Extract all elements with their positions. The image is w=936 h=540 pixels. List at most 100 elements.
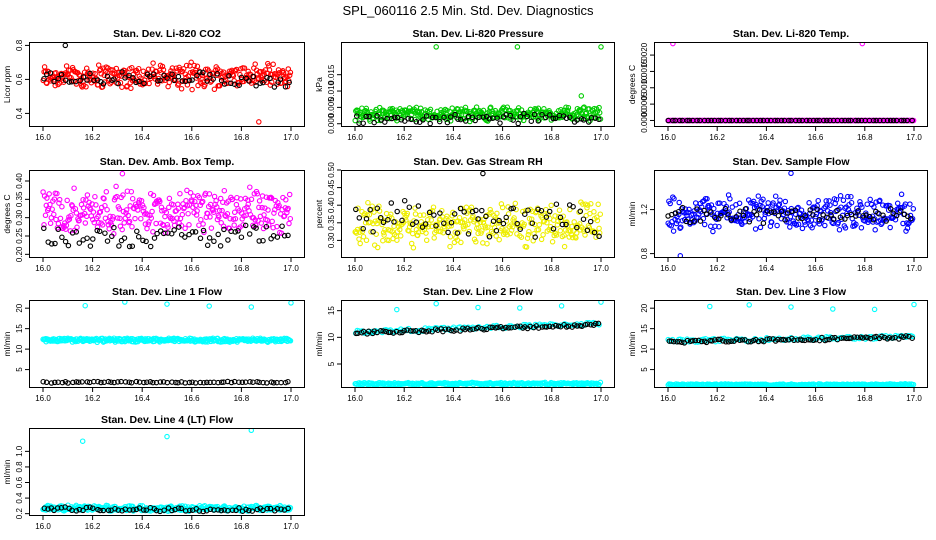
data-point	[367, 219, 373, 225]
data-point	[544, 219, 550, 226]
data-point	[521, 221, 527, 227]
reference-point	[454, 230, 461, 236]
reference-point	[879, 333, 885, 340]
data-point	[166, 195, 173, 202]
data-point	[584, 202, 591, 208]
data-point	[900, 220, 906, 227]
data-point	[417, 212, 423, 219]
data-point	[556, 207, 563, 213]
reference-point	[689, 337, 696, 344]
data-point	[356, 236, 362, 242]
reference-point	[263, 223, 270, 230]
data-point	[357, 240, 363, 247]
data-point	[126, 218, 133, 225]
data-point	[145, 221, 152, 228]
data-point	[458, 239, 464, 246]
reference-point	[243, 506, 249, 513]
data-point	[887, 224, 893, 231]
reference-point	[249, 508, 256, 514]
outlier-point	[746, 302, 752, 308]
reference-point	[277, 76, 284, 82]
reference-point	[500, 325, 506, 332]
plot-frame	[341, 170, 615, 258]
data-point	[488, 209, 494, 216]
data-point	[867, 196, 873, 203]
reference-point	[567, 114, 573, 121]
reference-point	[196, 508, 203, 514]
data-point	[120, 192, 126, 198]
reference-point	[709, 338, 715, 344]
reference-point	[433, 114, 439, 121]
data-point	[814, 203, 820, 209]
series-points	[665, 301, 917, 387]
data-point	[448, 223, 455, 229]
data-point	[119, 226, 125, 233]
reference-point	[374, 205, 381, 212]
x-tick-label: 16.0	[35, 133, 51, 142]
data-point	[229, 196, 236, 203]
reference-point	[43, 379, 50, 386]
reference-point	[675, 208, 682, 215]
reference-point	[903, 333, 909, 339]
reference-point	[799, 337, 805, 344]
data-point	[447, 234, 454, 240]
data-point	[756, 216, 762, 222]
reference-point	[221, 507, 227, 513]
reference-point	[904, 117, 910, 124]
reference-point	[246, 507, 252, 514]
reference-point	[91, 77, 97, 84]
reference-point	[497, 120, 503, 126]
reference-point	[764, 336, 770, 342]
reference-point	[271, 84, 278, 90]
data-point	[139, 81, 146, 88]
outlier-point	[79, 438, 86, 444]
data-point	[366, 211, 373, 218]
reference-point	[363, 216, 370, 222]
reference-point	[543, 324, 550, 330]
reference-point	[907, 215, 914, 222]
data-point	[259, 204, 265, 211]
reference-point	[684, 117, 690, 124]
reference-point	[260, 79, 266, 86]
data-point	[787, 224, 793, 230]
data-point	[128, 85, 134, 92]
reference-point	[441, 114, 447, 121]
x-tick-label: 16.8	[234, 133, 250, 142]
series-points	[40, 301, 294, 386]
reference-point	[775, 212, 782, 219]
data-point	[98, 71, 104, 77]
data-point	[806, 200, 812, 206]
reference-point	[563, 115, 570, 122]
reference-point	[374, 113, 380, 119]
data-point	[258, 220, 265, 226]
outlier-point	[475, 304, 481, 311]
reference-point	[285, 232, 291, 239]
reference-point	[225, 237, 231, 243]
reference-point	[126, 243, 133, 250]
reference-point	[795, 215, 801, 221]
reference-point	[733, 336, 740, 343]
data-point	[480, 107, 487, 114]
x-tick-label: 16.8	[544, 394, 560, 403]
reference-point	[260, 237, 266, 244]
reference-point	[909, 117, 915, 124]
data-point	[237, 71, 243, 78]
y-axis-label: ml/min	[627, 331, 637, 356]
reference-point	[218, 379, 225, 386]
reference-point	[853, 213, 859, 219]
data-point	[191, 62, 197, 69]
data-point	[573, 235, 579, 241]
data-point	[690, 211, 696, 217]
data-point	[396, 380, 403, 387]
x-tick-label: 16.4	[759, 394, 775, 403]
reference-point	[441, 220, 447, 227]
outlier-point	[288, 301, 294, 306]
reference-point	[171, 77, 177, 84]
reference-point	[789, 208, 795, 214]
y-tick-label: 5	[15, 367, 24, 372]
reference-point	[111, 379, 117, 386]
reference-point	[764, 117, 771, 124]
data-point	[872, 227, 878, 233]
y-tick-label: 0.2	[15, 508, 24, 520]
data-point	[757, 224, 764, 231]
